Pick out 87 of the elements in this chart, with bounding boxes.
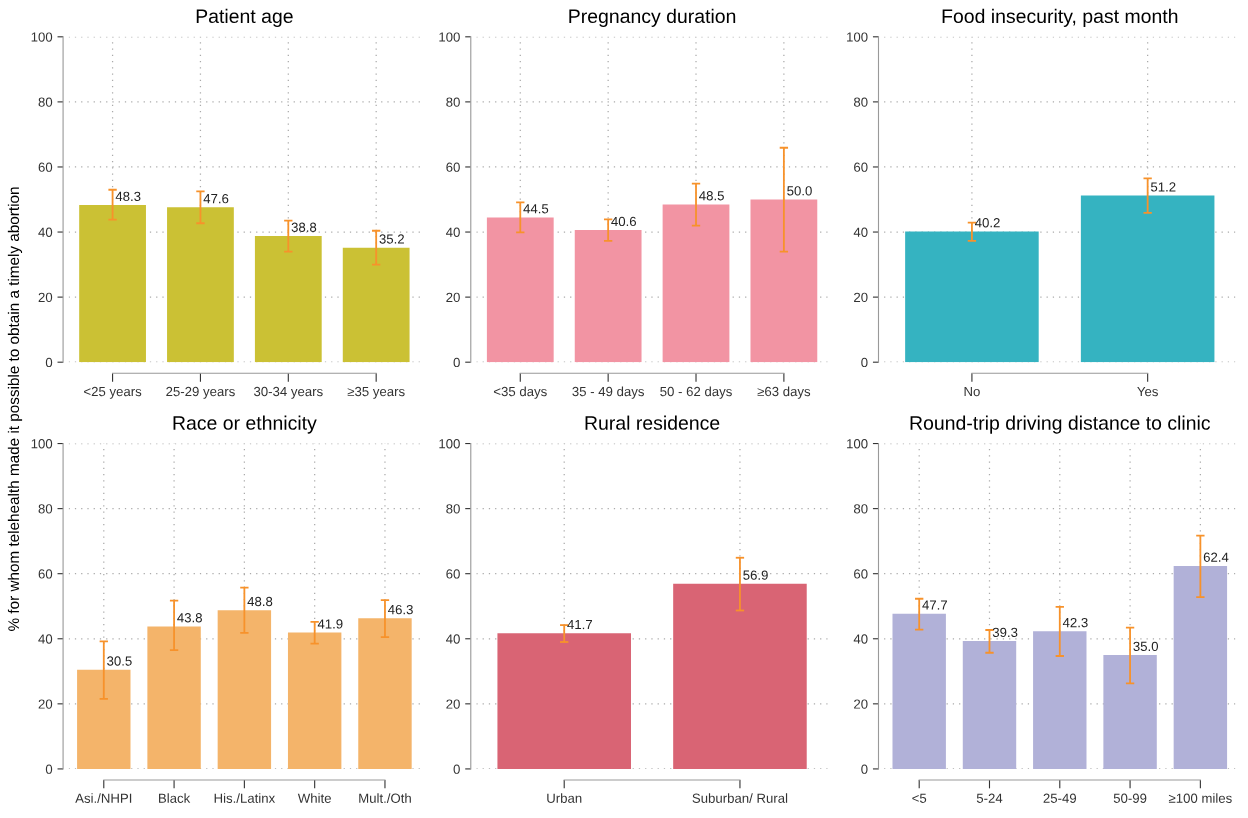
x-tick-label: 35 - 49 days — [572, 386, 644, 399]
y-tick-label: 20 — [38, 699, 53, 709]
data-label: 40.6 — [611, 216, 637, 227]
x-tick-label: Asi./NHPI — [75, 793, 132, 803]
x-tick-label: ≥100 miles — [1168, 793, 1232, 803]
x-tick-label: Urban — [547, 793, 582, 803]
y-tick-label: 60 — [446, 569, 460, 579]
y-tick-label: 0 — [45, 764, 53, 774]
x-tick-label: <5 — [912, 793, 927, 803]
data-label: 47.6 — [203, 193, 229, 204]
data-label: 46.3 — [388, 604, 413, 615]
x-tick-label: 25-29 years — [166, 386, 235, 399]
data-label: 50.0 — [787, 186, 812, 196]
y-tick-label: 80 — [446, 97, 460, 107]
y-tick-label: 80 — [38, 504, 53, 514]
data-label: 39.3 — [992, 627, 1018, 638]
y-tick-label: 20 — [446, 292, 460, 303]
y-tick-label: 100 — [31, 439, 53, 449]
y-tick-label: 40 — [853, 634, 868, 644]
x-tick-label: Yes — [1137, 386, 1158, 397]
y-tick-label: 20 — [38, 292, 53, 303]
y-tick-label: 0 — [453, 764, 460, 774]
x-tick-label: 50 - 62 days — [660, 386, 732, 399]
chart-title: Food insecurity, past month — [942, 8, 1178, 27]
x-tick-label: Mult./Oth — [359, 793, 411, 803]
data-label: 43.8 — [177, 613, 202, 623]
y-tick-label: 60 — [38, 569, 53, 579]
x-tick-label: 30-34 years — [253, 386, 323, 399]
x-tick-label: White — [297, 793, 331, 803]
y-tick-label: 40 — [38, 634, 53, 644]
data-label: 48.8 — [247, 596, 273, 607]
data-label: 38.8 — [291, 222, 317, 232]
y-tick-label: 0 — [453, 357, 460, 368]
chart-title: Pregnancy duration — [569, 8, 736, 27]
y-tick-label: 40 — [446, 634, 460, 644]
x-tick-label: 50-99 — [1113, 793, 1147, 803]
y-tick-label: 0 — [861, 764, 868, 774]
data-label: 47.7 — [922, 600, 947, 610]
data-label: 51.2 — [1150, 182, 1176, 192]
x-tick-label: 25-49 — [1043, 793, 1077, 803]
y-tick-label: 40 — [446, 227, 460, 237]
y-tick-label: 60 — [38, 162, 53, 172]
x-tick-label: Black — [159, 793, 191, 803]
chart-title: Round-trip driving distance to clinic — [910, 415, 1211, 434]
data-label: 40.2 — [975, 218, 1000, 228]
y-tick-label: 100 — [439, 32, 460, 42]
data-label: 44.5 — [523, 204, 549, 214]
x-tick-label: ≥35 years — [347, 386, 405, 399]
x-tick-label: No — [964, 386, 980, 397]
x-tick-label: Suburban/ Rural — [692, 793, 788, 803]
data-label: 62.4 — [1203, 552, 1229, 562]
y-tick-label: 40 — [853, 227, 868, 237]
data-label: 42.3 — [1062, 617, 1088, 628]
y-axis-title: % for whom telehealth made it possible to obtain a timely abortion — [7, 187, 23, 631]
y-tick-label: 100 — [31, 32, 53, 42]
data-label: 48.5 — [699, 191, 724, 201]
y-tick-label: 80 — [38, 97, 53, 107]
data-label: 48.3 — [115, 191, 141, 202]
y-tick-label: 60 — [854, 162, 868, 172]
y-tick-label: 80 — [853, 97, 868, 107]
y-tick-label: 20 — [854, 699, 868, 709]
data-label: 30.5 — [107, 656, 132, 666]
y-tick-label: 100 — [847, 439, 868, 449]
x-tick-label: ≥63 days — [757, 386, 811, 399]
y-tick-label: 0 — [861, 357, 868, 368]
y-tick-label: 20 — [446, 699, 460, 709]
x-tick-label: <35 days — [493, 386, 547, 399]
x-tick-label: His./Latinx — [214, 793, 276, 803]
y-tick-label: 80 — [446, 504, 460, 514]
y-tick-label: 0 — [45, 357, 53, 368]
x-tick-label: 5-24 — [976, 793, 1003, 803]
y-tick-label: 20 — [854, 292, 868, 303]
chart-title: Race or ethnicity — [173, 415, 317, 434]
y-tick-label: 40 — [38, 227, 53, 237]
x-tick-label: <25 years — [84, 386, 142, 399]
y-tick-label: 100 — [439, 439, 460, 449]
chart-title: Patient age — [196, 8, 293, 27]
y-tick-label: 100 — [847, 32, 868, 42]
y-tick-label: 60 — [854, 569, 868, 579]
chart-title: Rural residence — [585, 415, 720, 430]
data-label: 56.9 — [743, 570, 768, 580]
data-label: 41.9 — [317, 619, 343, 629]
y-tick-label: 60 — [446, 162, 460, 172]
data-label: 35.0 — [1133, 641, 1159, 652]
y-tick-label: 80 — [853, 504, 868, 514]
data-label: 41.7 — [567, 620, 593, 630]
data-label: 35.2 — [379, 234, 404, 244]
